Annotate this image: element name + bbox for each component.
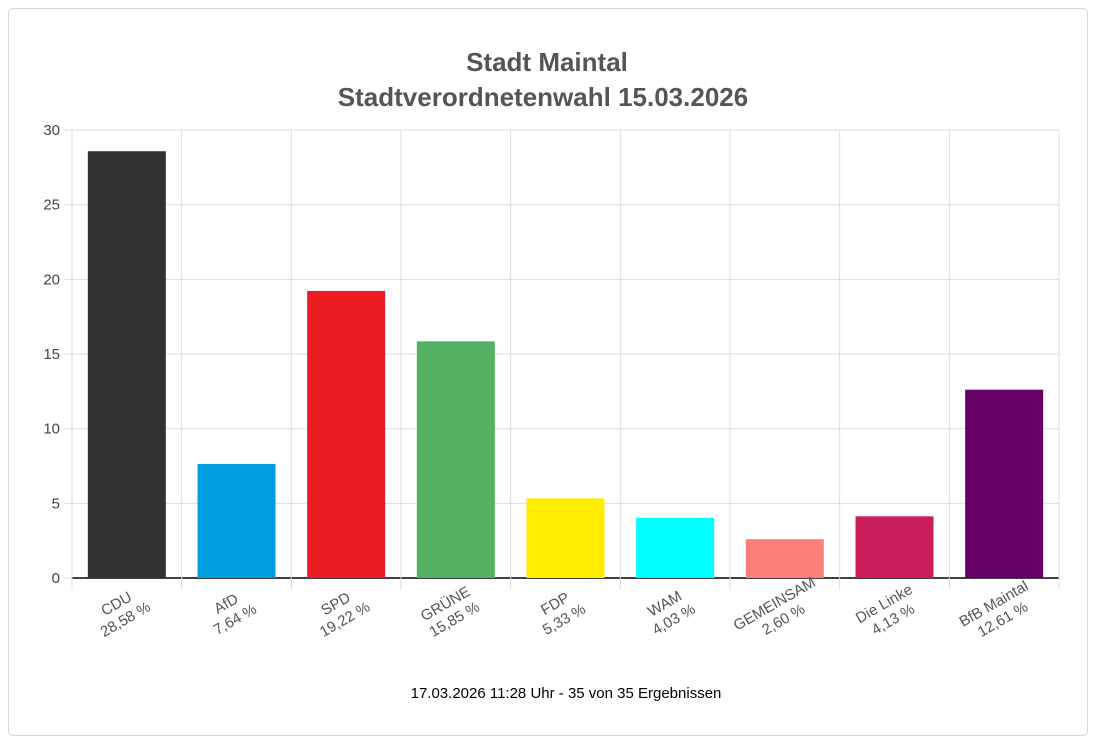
bar-spd[interactable] xyxy=(307,290,386,578)
bar-afd[interactable] xyxy=(197,463,276,578)
y-tick-label: 30 xyxy=(43,122,60,139)
bar-grüne[interactable] xyxy=(416,341,495,578)
bar-gemeinsam[interactable] xyxy=(745,539,824,578)
y-tick-label: 0 xyxy=(52,570,60,587)
bar-fdp[interactable] xyxy=(526,498,605,578)
chart-title: Stadt Maintal xyxy=(466,47,628,77)
chart-footer: 17.03.2026 11:28 Uhr - 35 von 35 Ergebni… xyxy=(411,685,722,702)
y-tick-label: 25 xyxy=(43,197,60,214)
y-tick-label: 20 xyxy=(43,271,60,288)
bar-wam[interactable] xyxy=(636,517,715,578)
chart-subtitle: Stadtverordnetenwahl 15.03.2026 xyxy=(338,82,748,112)
bar-die-linke[interactable] xyxy=(855,516,934,578)
chart-card xyxy=(8,8,1088,736)
y-tick-label: 15 xyxy=(43,346,60,363)
y-tick-label: 5 xyxy=(52,495,60,512)
bar-cdu[interactable] xyxy=(87,151,166,579)
bar-bfb-maintal[interactable] xyxy=(965,389,1044,578)
y-tick-label: 10 xyxy=(43,421,60,438)
